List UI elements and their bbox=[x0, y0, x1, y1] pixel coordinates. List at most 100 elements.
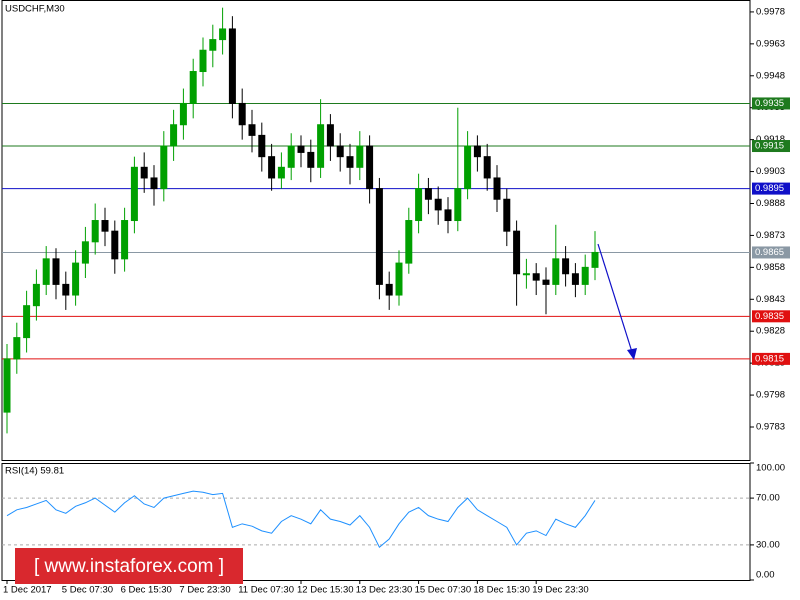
candle-body bbox=[532, 273, 540, 281]
candle-body bbox=[522, 273, 530, 276]
level-label: 0.9835 bbox=[755, 311, 784, 322]
candle-body bbox=[591, 251, 599, 268]
level-label-box bbox=[752, 182, 790, 195]
candle-body bbox=[346, 156, 354, 168]
candle-body bbox=[581, 266, 589, 285]
rsi-title: RSI(14) 59.81 bbox=[5, 466, 64, 477]
candle-body bbox=[454, 188, 462, 222]
candle-body bbox=[434, 198, 442, 211]
level-label-box bbox=[752, 310, 790, 323]
y-tick-label: 0.00 bbox=[756, 570, 775, 581]
candle-body bbox=[81, 241, 89, 264]
y-tick-label: 0.9828 bbox=[756, 326, 785, 337]
x-tick-label: 1 Dec 2017 bbox=[3, 585, 52, 596]
level-label: 0.9865 bbox=[755, 247, 784, 258]
y-tick-label: 0.9963 bbox=[756, 38, 785, 49]
candle-body bbox=[493, 177, 501, 200]
level-label: 0.9915 bbox=[755, 141, 784, 152]
candle-body bbox=[317, 124, 325, 168]
candle-body bbox=[405, 220, 413, 264]
level-label-box bbox=[752, 140, 790, 153]
candle-body bbox=[385, 283, 393, 296]
candle-body bbox=[121, 220, 129, 260]
level-label: 0.9935 bbox=[755, 98, 784, 109]
y-tick-label: 0.9978 bbox=[756, 6, 785, 17]
y-tick-label: 0.9858 bbox=[756, 262, 785, 273]
level-label-box bbox=[752, 246, 790, 259]
arrow-head bbox=[627, 348, 637, 360]
x-tick-label: 5 Dec 07:30 bbox=[62, 585, 113, 596]
candle-body bbox=[415, 188, 423, 222]
candle-body bbox=[258, 134, 266, 158]
candle-body bbox=[375, 188, 383, 285]
candle-body bbox=[140, 166, 148, 179]
candle-body bbox=[513, 230, 521, 275]
candle-body bbox=[199, 49, 207, 73]
candle-body bbox=[366, 145, 374, 190]
candle-body bbox=[424, 188, 432, 200]
level-label: 0.9815 bbox=[755, 353, 784, 364]
y-tick-label: 0.9798 bbox=[756, 390, 785, 401]
candle-body bbox=[42, 258, 50, 285]
candle-body bbox=[111, 230, 119, 260]
x-tick-label: 11 Dec 07:30 bbox=[238, 585, 294, 596]
candle-body bbox=[307, 151, 315, 168]
candle-body bbox=[130, 166, 138, 222]
candle-body bbox=[219, 28, 227, 41]
y-tick-label: 0.9873 bbox=[756, 230, 785, 241]
x-tick-label: 13 Dec 23:30 bbox=[356, 585, 413, 596]
candle-body bbox=[473, 145, 481, 158]
x-tick-label: 6 Dec 15:30 bbox=[121, 585, 172, 596]
y-tick-label: 0.9783 bbox=[756, 422, 785, 433]
x-tick-label: 18 Dec 15:30 bbox=[473, 585, 530, 596]
candle-body bbox=[179, 102, 187, 126]
candle-body bbox=[277, 166, 285, 179]
candle-body bbox=[336, 145, 344, 158]
candle-body bbox=[150, 177, 158, 190]
candle-body bbox=[464, 145, 472, 190]
y-tick-label: 30.00 bbox=[756, 539, 780, 550]
candle-body bbox=[32, 283, 40, 307]
candle-body bbox=[189, 71, 197, 104]
rsi-panel bbox=[1, 463, 751, 581]
x-tick-label: 19 Dec 23:30 bbox=[532, 585, 589, 596]
candle-body bbox=[228, 28, 236, 104]
candle-body bbox=[91, 220, 99, 243]
y-tick-label: 100.00 bbox=[756, 463, 785, 474]
level-label-box bbox=[752, 352, 790, 365]
level-label: 0.9895 bbox=[755, 183, 784, 194]
candle-body bbox=[13, 337, 21, 360]
x-tick-label: 12 Dec 15:30 bbox=[297, 585, 354, 596]
candle-body bbox=[101, 220, 109, 232]
level-label-box bbox=[752, 97, 790, 110]
candle-body bbox=[395, 262, 403, 296]
candle-body bbox=[62, 283, 70, 296]
candle-body bbox=[571, 273, 579, 285]
forecast-arrow bbox=[597, 243, 637, 360]
y-tick-label: 0.9888 bbox=[756, 198, 785, 209]
candle-body bbox=[248, 124, 256, 136]
candle-body bbox=[238, 102, 246, 126]
candle-body bbox=[356, 145, 364, 168]
candle-body bbox=[562, 258, 570, 275]
arrow-line bbox=[597, 243, 633, 353]
y-tick-label: 0.9948 bbox=[756, 70, 785, 81]
price-panel bbox=[1, 0, 751, 461]
candle-body bbox=[72, 262, 80, 296]
x-tick-label: 7 Dec 23:30 bbox=[179, 585, 230, 596]
candle-body bbox=[326, 124, 334, 147]
candle-body bbox=[170, 124, 178, 147]
y-tick-label: 70.00 bbox=[756, 493, 780, 504]
watermark: [ www.instaforex.com ] bbox=[34, 556, 224, 577]
candle-body bbox=[52, 258, 60, 285]
y-tick-label: 0.9918 bbox=[756, 134, 785, 145]
y-tick-label: 0.9843 bbox=[756, 294, 785, 305]
candle-body bbox=[444, 209, 452, 222]
rsi-line bbox=[6, 490, 596, 549]
chart-title: USDCHF,M30 bbox=[5, 4, 65, 15]
watermark-box bbox=[15, 548, 243, 584]
y-tick-label: 0.9903 bbox=[756, 166, 785, 177]
candle-body bbox=[503, 198, 511, 232]
candle-body bbox=[160, 145, 168, 190]
